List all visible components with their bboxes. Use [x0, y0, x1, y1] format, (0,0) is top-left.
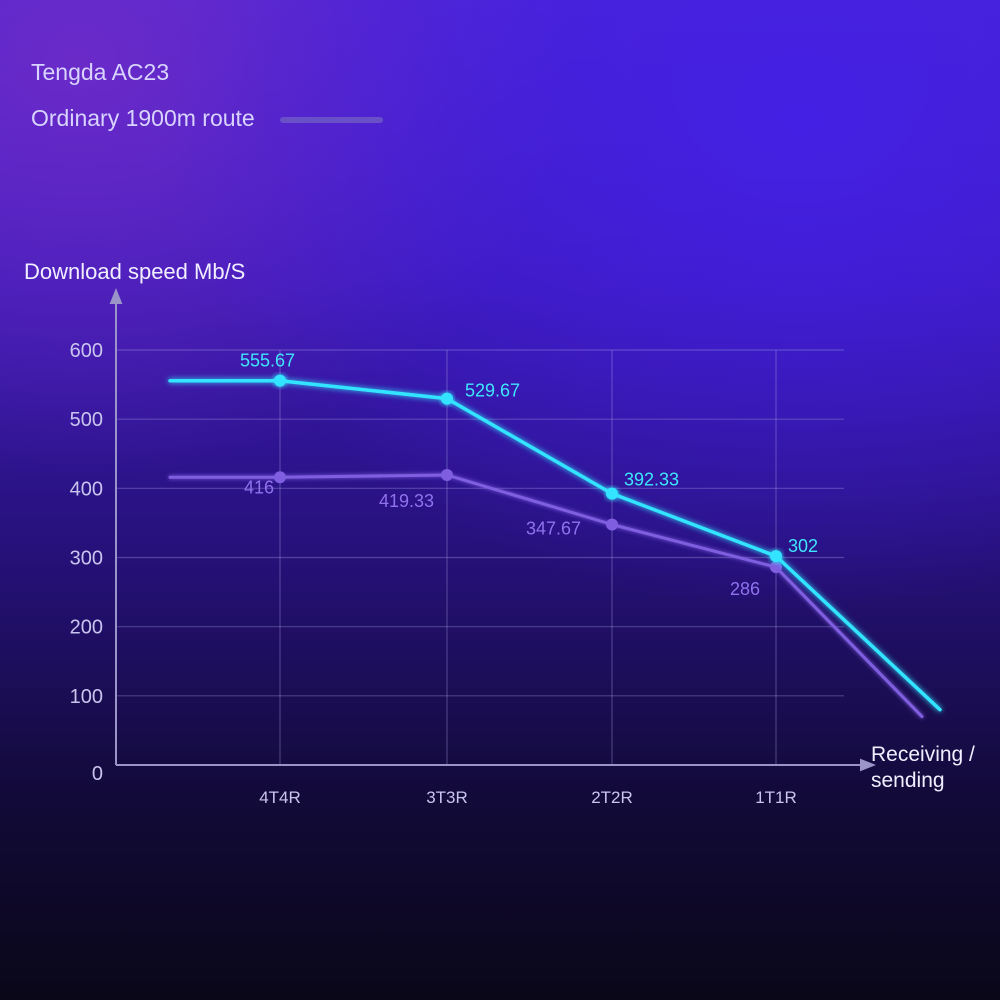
x-tick-label: 4T4R — [259, 788, 301, 807]
series-1-point — [770, 550, 782, 563]
series-1-data-label: 555.67 — [240, 351, 295, 371]
axes — [109, 288, 876, 772]
y-tick-label: 0 — [92, 763, 103, 785]
series-1-data-label: 392.33 — [624, 470, 679, 490]
y-tick-labels: 0 100 200 300 400 500 600 — [70, 340, 103, 785]
y-tick-label: 300 — [70, 548, 103, 570]
series-2-point — [770, 561, 782, 574]
x-tick-label: 1T1R — [755, 788, 797, 807]
series-2-point — [441, 468, 453, 481]
y-axis-title: Download speed Mb/S — [24, 259, 245, 284]
data-labels: 416 419.33 347.67 286 555.67 529.67 392.33 302 — [240, 351, 818, 600]
x-tick-label: 2T2R — [591, 788, 633, 807]
x-tick-labels: 4T4R 3T3R 2T2R 1T1R — [259, 788, 797, 807]
y-tick-label: 100 — [70, 686, 103, 708]
legend-label-series-1: Tengda AC23 — [31, 59, 169, 85]
series-2-data-label: 286 — [730, 579, 760, 599]
series-1-point — [441, 392, 453, 405]
series-1-point — [606, 487, 618, 500]
x-axis-title: Receiving / sending — [871, 743, 975, 792]
series-2-point — [274, 471, 286, 484]
series-2-data-label: 419.33 — [379, 491, 434, 511]
legend-item-series-1: Tengda AC23 — [31, 59, 384, 85]
legend: Tengda AC23 Ordinary 1900m route — [31, 59, 384, 131]
y-tick-label: 400 — [70, 478, 103, 500]
series-1-data-label: 529.67 — [465, 381, 520, 401]
series-2-point — [606, 518, 618, 531]
x-axis-title-line-1: Receiving / — [871, 743, 975, 766]
series-line-1 — [168, 378, 942, 712]
x-axis-title-line-2: sending — [871, 769, 945, 792]
series-2-data-label: 416 — [244, 477, 274, 497]
series-1-data-label: 302 — [788, 536, 818, 556]
legend-item-series-2: Ordinary 1900m route — [31, 105, 383, 131]
series-2-data-label: 347.67 — [526, 519, 581, 539]
y-tick-label: 200 — [70, 617, 103, 639]
y-tick-label: 600 — [70, 340, 103, 362]
series — [168, 374, 942, 719]
series-1-point — [274, 374, 286, 387]
gridlines — [116, 349, 844, 765]
series-line-2 — [168, 473, 924, 719]
y-tick-label: 500 — [70, 409, 103, 431]
x-tick-label: 3T3R — [426, 788, 468, 807]
legend-label-series-2: Ordinary 1900m route — [31, 105, 255, 131]
